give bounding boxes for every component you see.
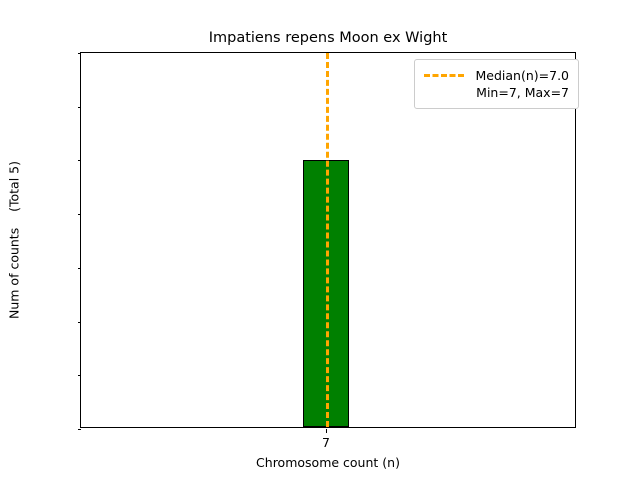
page-title: Impatiens repens Moon ex Wight [208,30,448,46]
dashed-line-icon [424,74,464,77]
legend[interactable]: Median(n)=7.0 Min=7, Max=7 [414,59,579,109]
legend-swatch-cell [424,74,468,77]
x-tick-label-7: 7 [322,435,330,450]
y-axis-label-container: Num of counts (Total 5) [0,52,28,428]
x-tick-mark-7 [326,429,327,433]
y-tick-mark-2 [77,321,81,323]
y-axis-label: Num of counts (Total 5) [6,161,22,319]
y-tick-mark-5 [77,160,81,162]
legend-item-median[interactable]: Median(n)=7.0 [424,67,569,84]
median-line [326,53,329,427]
y-tick-mark-4 [77,214,81,216]
legend-item-minmax[interactable]: Min=7, Max=7 [424,84,569,101]
y-tick-mark-7 [77,53,81,54]
legend-label-median: Median(n)=7.0 [475,68,570,83]
plot-area: 0 1 2 3 4 5 6 7 7 Median(n)=7.0 Min=7, M… [77,52,579,450]
y-tick-mark-3 [77,267,81,269]
plot-inner [81,53,575,427]
y-tick-mark-1 [77,375,81,377]
y-tick-mark-0 [77,429,81,430]
legend-label-minmax: Min=7, Max=7 [476,85,569,100]
y-tick-mark-6 [77,106,81,108]
x-axis-label: Chromosome count (n) [256,455,400,470]
